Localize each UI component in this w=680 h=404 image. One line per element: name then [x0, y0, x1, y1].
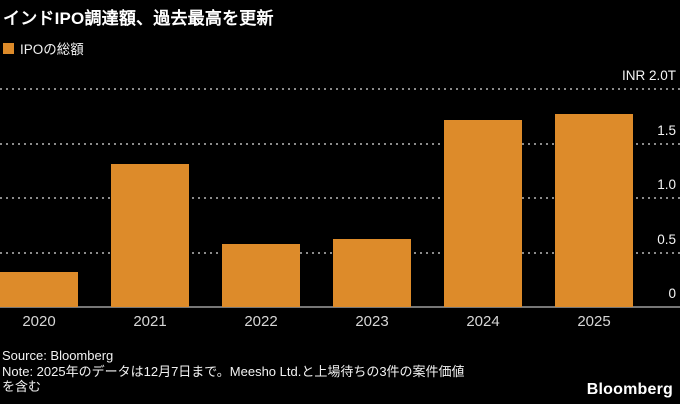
legend-swatch-icon	[3, 42, 14, 54]
bar-2021	[111, 164, 189, 307]
y-tick-label: 1.0	[657, 177, 676, 192]
y-tick-label: 0	[668, 286, 676, 301]
y-gridline	[0, 197, 680, 199]
x-tick-label: 2025	[577, 313, 611, 330]
x-tick-label: 2020	[22, 313, 56, 330]
x-axis-line	[0, 306, 680, 308]
footer: Source: Bloomberg Note: 2025年のデータは12月7日ま…	[2, 348, 465, 395]
y-tick-label: INR 2.0T	[621, 68, 676, 83]
x-tick-label: 2021	[133, 313, 167, 330]
y-tick-label: 1.5	[657, 122, 676, 138]
y-gridline	[0, 142, 680, 145]
chart-title: インドIPO調達額、過去最高を更新	[3, 9, 274, 28]
x-tick-label: 2022	[244, 313, 278, 330]
source-text: Source: Bloomberg	[2, 348, 114, 363]
bar-2020	[0, 272, 78, 307]
y-gridline	[0, 88, 680, 90]
y-tick-label: 0.5	[657, 231, 676, 247]
bar-2024	[444, 119, 522, 307]
bar-2025	[555, 114, 633, 307]
legend-label: IPOの総額	[20, 42, 84, 57]
bloomberg-logo: Bloomberg	[586, 381, 673, 398]
x-tick-label: 2024	[466, 313, 500, 330]
note-text-line2: を含む	[2, 379, 42, 394]
x-tick-label: 2023	[355, 313, 389, 330]
bar-2022	[222, 243, 300, 307]
legend: IPOの総額	[3, 38, 84, 58]
bar-2023	[333, 239, 411, 307]
note-text-line1: Note: 2025年のデータは12月7日まで。Meesho Ltd.と上場待ち…	[2, 363, 465, 379]
